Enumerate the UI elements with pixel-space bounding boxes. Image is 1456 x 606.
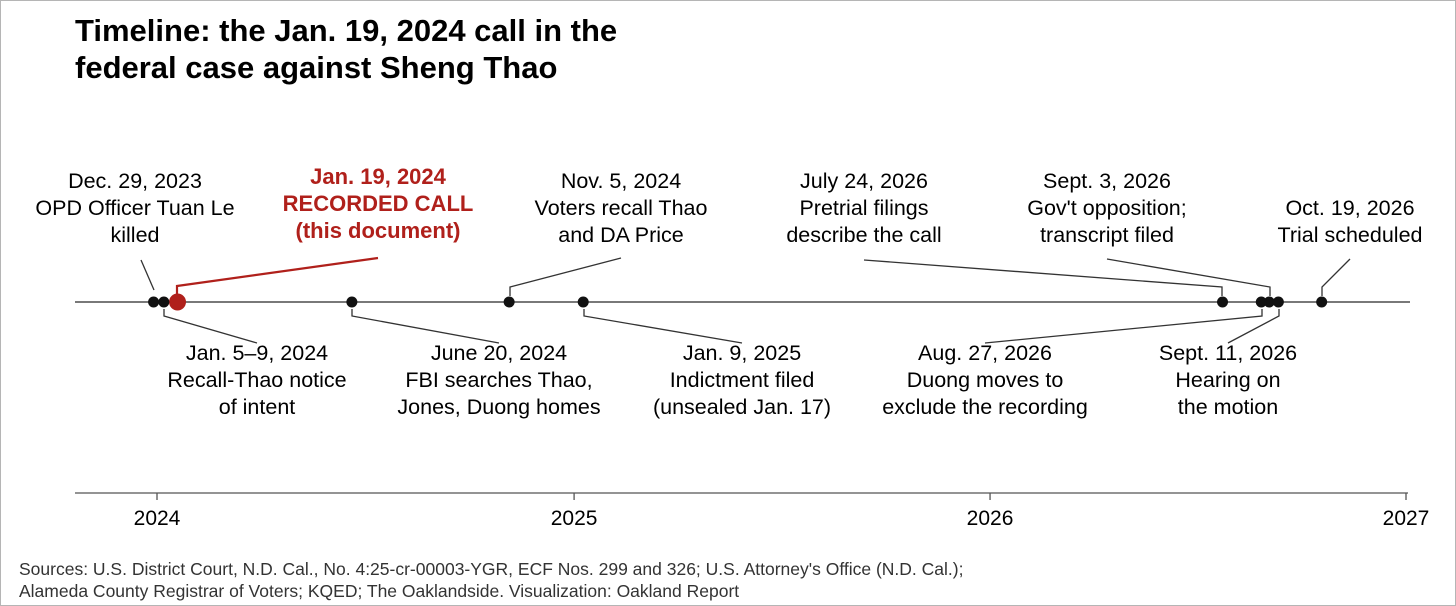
event-label-line: Recall-Thao notice bbox=[167, 368, 346, 392]
event-label-line: Aug. 27, 2026 bbox=[918, 341, 1052, 365]
leader-line-5 bbox=[1106, 258, 1271, 296]
event-label-line: (this document) bbox=[296, 218, 461, 243]
event-marker bbox=[1316, 296, 1328, 308]
event-label-line: exclude the recording bbox=[882, 395, 1088, 419]
event-label-line: of intent bbox=[219, 395, 296, 419]
sources-line-1: Sources: U.S. District Court, N.D. Cal.,… bbox=[19, 559, 964, 579]
event-label-line: Sept. 3, 2026 bbox=[1043, 169, 1171, 193]
leader-line-8 bbox=[351, 309, 500, 344]
event-marker-highlight bbox=[169, 293, 187, 311]
axis-tick-label: 2026 bbox=[967, 507, 1014, 530]
event-marker bbox=[158, 296, 170, 308]
title-line-2: federal case against Sheng Thao bbox=[75, 50, 558, 85]
event-label: Jan. 5–9, 2024 Recall-Thao notice of inten… bbox=[167, 341, 346, 419]
chart-title: Timeline: the Jan. 19, 2024 call in the … bbox=[75, 12, 617, 86]
event-marker bbox=[1217, 296, 1229, 308]
event-marker bbox=[1263, 296, 1275, 308]
leader-line-6 bbox=[1321, 258, 1351, 296]
event-label-line: the motion bbox=[1178, 395, 1278, 419]
leader-lines bbox=[140, 256, 1351, 344]
leader-line-1 bbox=[140, 259, 155, 291]
event-label-line: Jan. 19, 2024 bbox=[310, 164, 447, 189]
event-label: Oct. 19, 2026 Trial scheduled bbox=[1278, 196, 1423, 247]
event-label-line: OPD Officer Tuan Le bbox=[35, 196, 234, 220]
event-label: Sept. 11, 2026 Hearing on the motion bbox=[1159, 341, 1297, 419]
event-label-line: Gov't opposition; bbox=[1027, 196, 1186, 220]
event-marker bbox=[1272, 296, 1284, 308]
event-label-line: Nov. 5, 2024 bbox=[561, 169, 681, 193]
event-marker bbox=[1255, 296, 1267, 308]
event-label: Sept. 3, 2026 Gov't opposition; transcript… bbox=[1027, 169, 1186, 247]
event-label: July 24, 2026 Pretrial filings describe th… bbox=[786, 169, 941, 247]
event-marker bbox=[503, 296, 515, 308]
event-marker bbox=[577, 296, 589, 308]
leader-line-2 bbox=[175, 256, 379, 296]
leader-line-7 bbox=[163, 309, 258, 344]
axis-tick-label: 2024 bbox=[134, 507, 181, 530]
sources-line-2: Alameda County Registrar of Voters; KQED… bbox=[19, 581, 740, 601]
event-marker bbox=[346, 296, 358, 308]
leader-line-4 bbox=[863, 259, 1223, 296]
event-label: Jan. 19, 2024 RECORDED CALL (this document… bbox=[283, 164, 474, 243]
event-label-line: Trial scheduled bbox=[1278, 223, 1423, 247]
event-labels: Dec. 29, 2023 OPD Officer Tuan Le killed Ja… bbox=[35, 164, 1422, 419]
event-markers bbox=[148, 293, 1328, 311]
event-label-line: describe the call bbox=[786, 223, 941, 247]
event-label: Dec. 29, 2023 OPD Officer Tuan Le killed bbox=[35, 169, 234, 247]
event-label-line: June 20, 2024 bbox=[431, 341, 567, 365]
event-label-line: transcript filed bbox=[1040, 223, 1174, 247]
event-label-line: FBI searches Thao, bbox=[405, 368, 592, 392]
event-label: Aug. 27, 2026 Duong moves to exclude the r… bbox=[882, 341, 1088, 419]
event-label-line: killed bbox=[111, 223, 160, 247]
event-label-line: Sept. 11, 2026 bbox=[1159, 341, 1297, 365]
axis-tick-label: 2025 bbox=[551, 507, 598, 530]
event-label-line: Jones, Duong homes bbox=[397, 395, 600, 419]
event-label-line: RECORDED CALL bbox=[283, 191, 474, 216]
leader-line-9 bbox=[583, 309, 743, 344]
event-label-line: July 24, 2026 bbox=[800, 169, 928, 193]
title-line-1: Timeline: the Jan. 19, 2024 call in the bbox=[75, 13, 618, 48]
axis-tick-label: 2027 bbox=[1383, 507, 1430, 530]
event-label: June 20, 2024 FBI searches Thao, Jones, Du… bbox=[397, 341, 600, 419]
date-axis: 2024 2025 2026 2027 bbox=[75, 492, 1430, 530]
event-label-line: Oct. 19, 2026 bbox=[1285, 196, 1414, 220]
event-label-line: Duong moves to bbox=[907, 368, 1064, 392]
event-label: Nov. 5, 2024 Voters recall Thao and DA Pri… bbox=[535, 169, 708, 247]
event-label-line: Pretrial filings bbox=[799, 196, 928, 220]
leader-line-3 bbox=[509, 257, 622, 296]
event-label-line: Indictment filed bbox=[670, 368, 815, 392]
leader-line-11 bbox=[1227, 309, 1280, 344]
leader-line-10 bbox=[984, 309, 1263, 344]
event-marker bbox=[148, 296, 160, 308]
event-label-line: and DA Price bbox=[558, 223, 683, 247]
event-label-line: Hearing on bbox=[1175, 368, 1280, 392]
event-label: Jan. 9, 2025 Indictment filed (unsealed Ja… bbox=[653, 341, 831, 419]
event-label-line: Jan. 5–9, 2024 bbox=[186, 341, 328, 365]
sources-note: Sources: U.S. District Court, N.D. Cal.,… bbox=[19, 558, 963, 602]
event-label-line: Jan. 9, 2025 bbox=[683, 341, 801, 365]
event-label-line: (unsealed Jan. 17) bbox=[653, 395, 831, 419]
event-label-line: Dec. 29, 2023 bbox=[68, 169, 202, 193]
event-label-line: Voters recall Thao bbox=[535, 196, 708, 220]
